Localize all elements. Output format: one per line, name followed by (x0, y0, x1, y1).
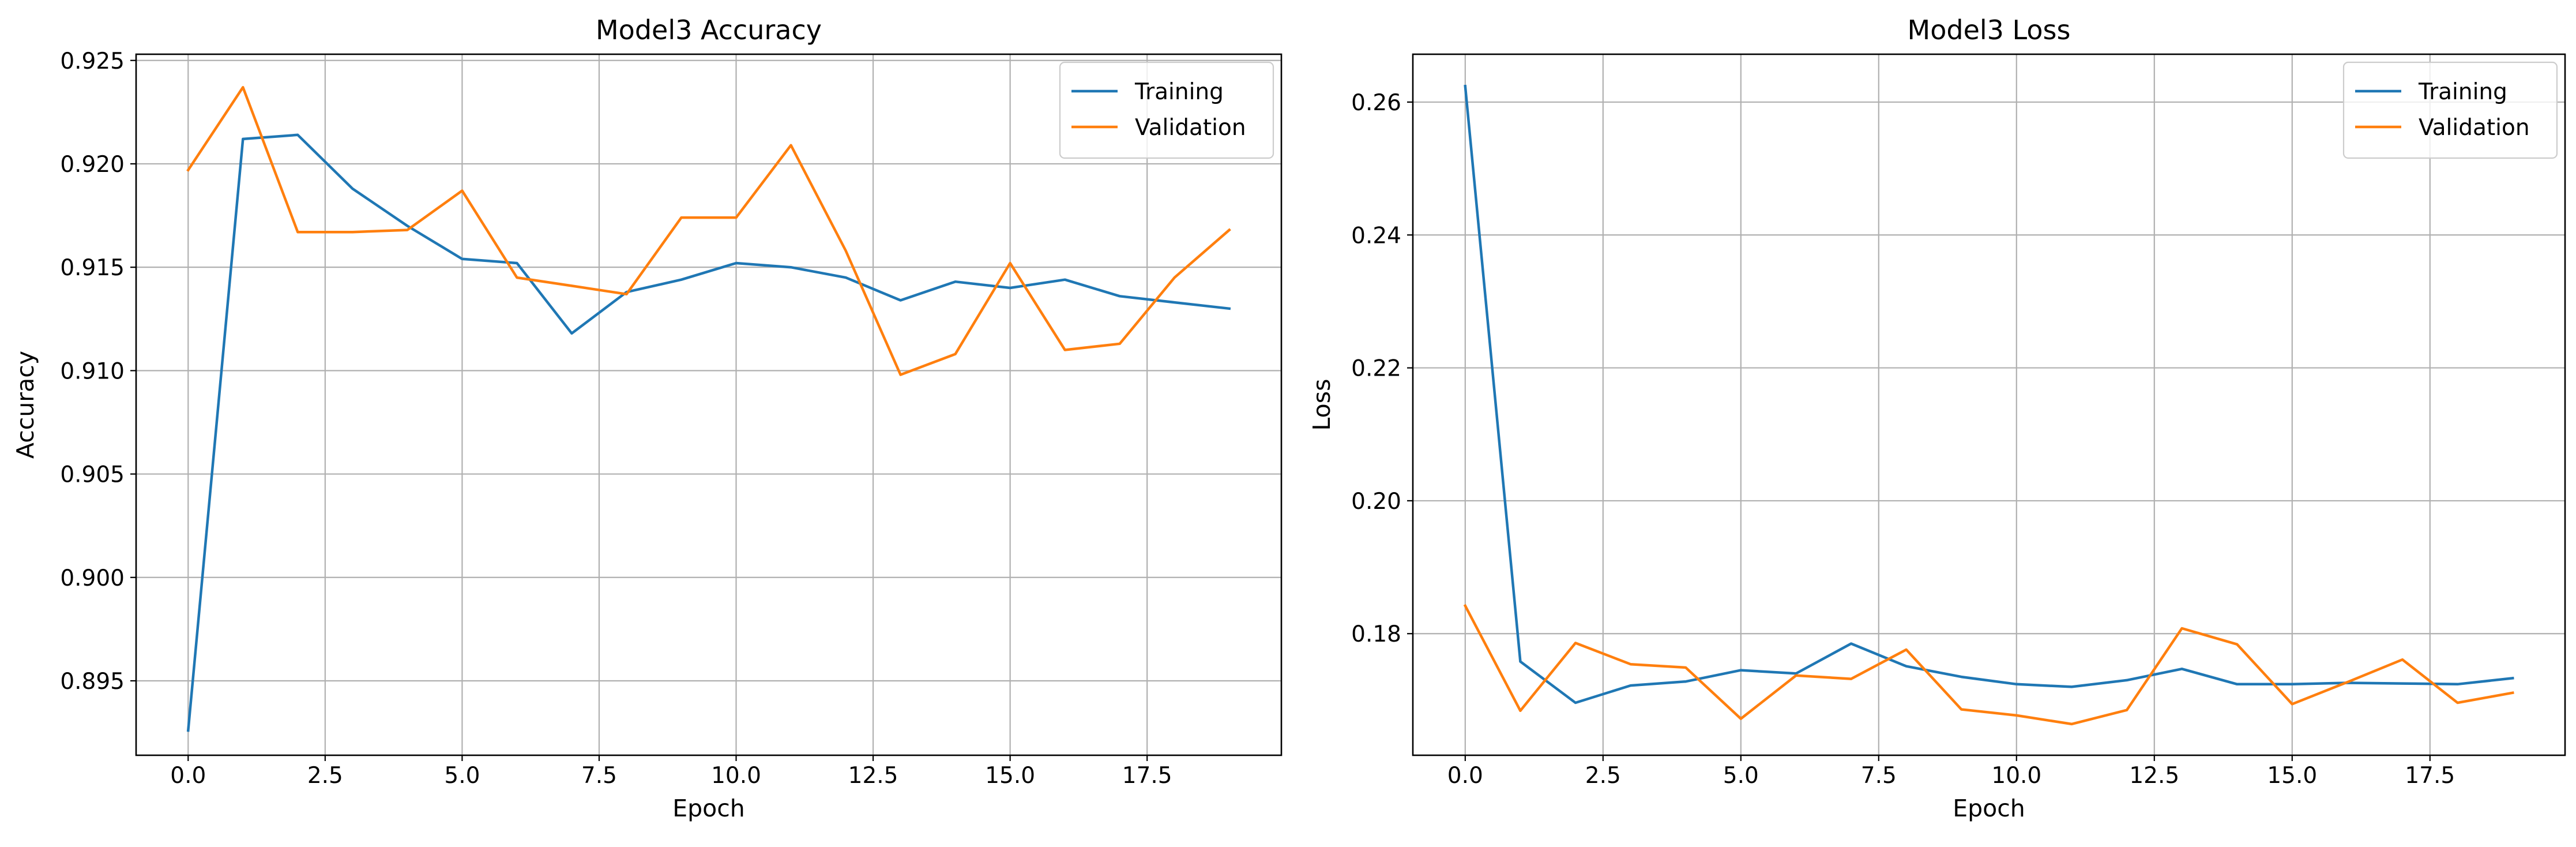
accuracy-legend-label-validation: Validation (1135, 115, 1246, 141)
accuracy-y-tick-label: 0.925 (60, 48, 125, 74)
loss-legend-label-validation: Validation (2419, 115, 2530, 141)
loss-y-tick-label: 0.26 (1351, 90, 1401, 116)
accuracy-y-tick-label: 0.900 (60, 565, 125, 591)
loss-legend-box (2342, 61, 2558, 159)
loss-y-tick-label: 0.20 (1351, 489, 1401, 515)
loss-y-tick-label: 0.18 (1351, 621, 1401, 647)
accuracy-chart-title: Model3 Accuracy (596, 14, 822, 46)
accuracy-y-tick-label: 0.895 (60, 669, 125, 695)
accuracy-x-tick-label: 0.0 (170, 763, 206, 789)
accuracy-plot-frame (135, 53, 1283, 756)
loss-y-tick-label: 0.22 (1351, 356, 1401, 382)
accuracy-x-tick-label: 15.0 (985, 763, 1035, 789)
loss-x-tick-label: 12.5 (2129, 763, 2179, 789)
accuracy-panel: 0.0 2.5 5.0 7.5 10.0 12.5 15.0 17.5 0.895 0.900 0.… (12, 14, 1283, 822)
accuracy-y-tick-label: 0.905 (60, 462, 125, 488)
loss-x-tick-label: 15.0 (2267, 763, 2317, 789)
accuracy-legend-label-training: Training (1134, 79, 1224, 105)
accuracy-x-tick-label: 2.5 (307, 763, 343, 789)
accuracy-x-tick-label: 17.5 (1122, 763, 1172, 789)
accuracy-x-axis-label: Epoch (672, 794, 745, 822)
accuracy-legend-box (1059, 61, 1274, 159)
loss-x-tick-label: 0.0 (1447, 763, 1483, 789)
loss-chart-title: Model3 Loss (1908, 14, 2071, 46)
loss-panel: 0.0 2.5 5.0 7.5 10.0 12.5 15.0 17.5 0.18 0.20 0.22… (1308, 14, 2566, 822)
accuracy-x-tick-label: 7.5 (581, 763, 617, 789)
loss-x-tick-label: 17.5 (2405, 763, 2455, 789)
loss-y-tick-label: 0.24 (1351, 223, 1401, 249)
loss-y-axis-label: Loss (1308, 379, 1336, 431)
accuracy-y-axis-label: Accuracy (12, 351, 39, 459)
accuracy-y-tick-label: 0.915 (60, 255, 125, 281)
loss-x-tick-label: 2.5 (1585, 763, 1621, 789)
loss-legend-label-training: Training (2418, 79, 2507, 105)
accuracy-series-training (186, 133, 1231, 732)
accuracy-series-validation (186, 86, 1231, 376)
loss-series-validation (1463, 604, 2514, 726)
loss-x-axis-label: Epoch (1953, 794, 2025, 822)
accuracy-x-tick-label: 5.0 (444, 763, 480, 789)
accuracy-y-tick-label: 0.920 (60, 152, 125, 178)
loss-x-tick-label: 10.0 (1991, 763, 2041, 789)
accuracy-x-tick-label: 12.5 (848, 763, 898, 789)
loss-x-tick-label: 7.5 (1861, 763, 1897, 789)
accuracy-x-tick-label: 10.0 (711, 763, 761, 789)
loss-plot-frame (1412, 53, 2566, 756)
accuracy-y-tick-label: 0.910 (60, 358, 125, 384)
loss-x-tick-label: 5.0 (1723, 763, 1759, 789)
loss-series-training (1464, 84, 2514, 704)
